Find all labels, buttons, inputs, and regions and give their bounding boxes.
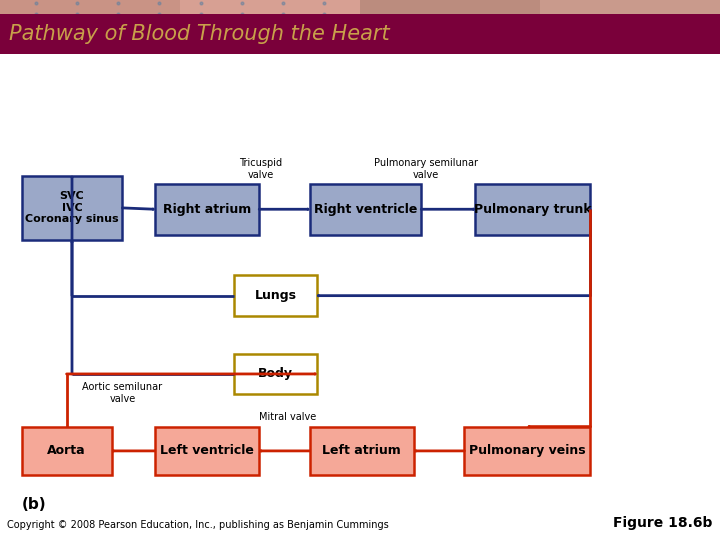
FancyBboxPatch shape — [234, 275, 317, 316]
Bar — [0, 0, 180, 40]
Text: Right atrium: Right atrium — [163, 202, 251, 216]
Bar — [180, 0, 360, 40]
FancyBboxPatch shape — [155, 184, 259, 235]
Text: Tricuspid
valve: Tricuspid valve — [239, 158, 282, 180]
FancyBboxPatch shape — [22, 176, 122, 240]
Text: Aorta: Aorta — [48, 444, 86, 457]
FancyBboxPatch shape — [475, 184, 590, 235]
Text: Pathway of Blood Through the Heart: Pathway of Blood Through the Heart — [9, 24, 390, 44]
FancyBboxPatch shape — [310, 427, 414, 475]
Bar — [360, 0, 540, 40]
Text: Pulmonary semilunar
valve: Pulmonary semilunar valve — [374, 158, 478, 180]
Text: Left atrium: Left atrium — [323, 444, 401, 457]
Text: Lungs: Lungs — [254, 289, 297, 302]
Text: Right ventricle: Right ventricle — [314, 202, 417, 216]
FancyBboxPatch shape — [464, 427, 590, 475]
FancyBboxPatch shape — [234, 354, 317, 394]
FancyBboxPatch shape — [310, 184, 421, 235]
Text: SVC
IVC
Coronary sinus: SVC IVC Coronary sinus — [25, 191, 119, 225]
Bar — [540, 0, 720, 40]
Text: Left ventricle: Left ventricle — [160, 444, 254, 457]
FancyBboxPatch shape — [155, 427, 259, 475]
Bar — [0, 14, 720, 54]
Text: Figure 18.6b: Figure 18.6b — [613, 516, 713, 530]
Text: Body: Body — [258, 367, 293, 381]
Text: Pulmonary veins: Pulmonary veins — [469, 444, 585, 457]
Text: Mitral valve: Mitral valve — [259, 412, 317, 422]
Text: Copyright © 2008 Pearson Education, Inc., publishing as Benjamin Cummings: Copyright © 2008 Pearson Education, Inc.… — [7, 520, 389, 530]
Text: (b): (b) — [22, 497, 46, 512]
FancyBboxPatch shape — [22, 427, 112, 475]
Text: Aortic semilunar
valve: Aortic semilunar valve — [82, 382, 163, 404]
Text: Pulmonary trunk: Pulmonary trunk — [474, 202, 592, 216]
